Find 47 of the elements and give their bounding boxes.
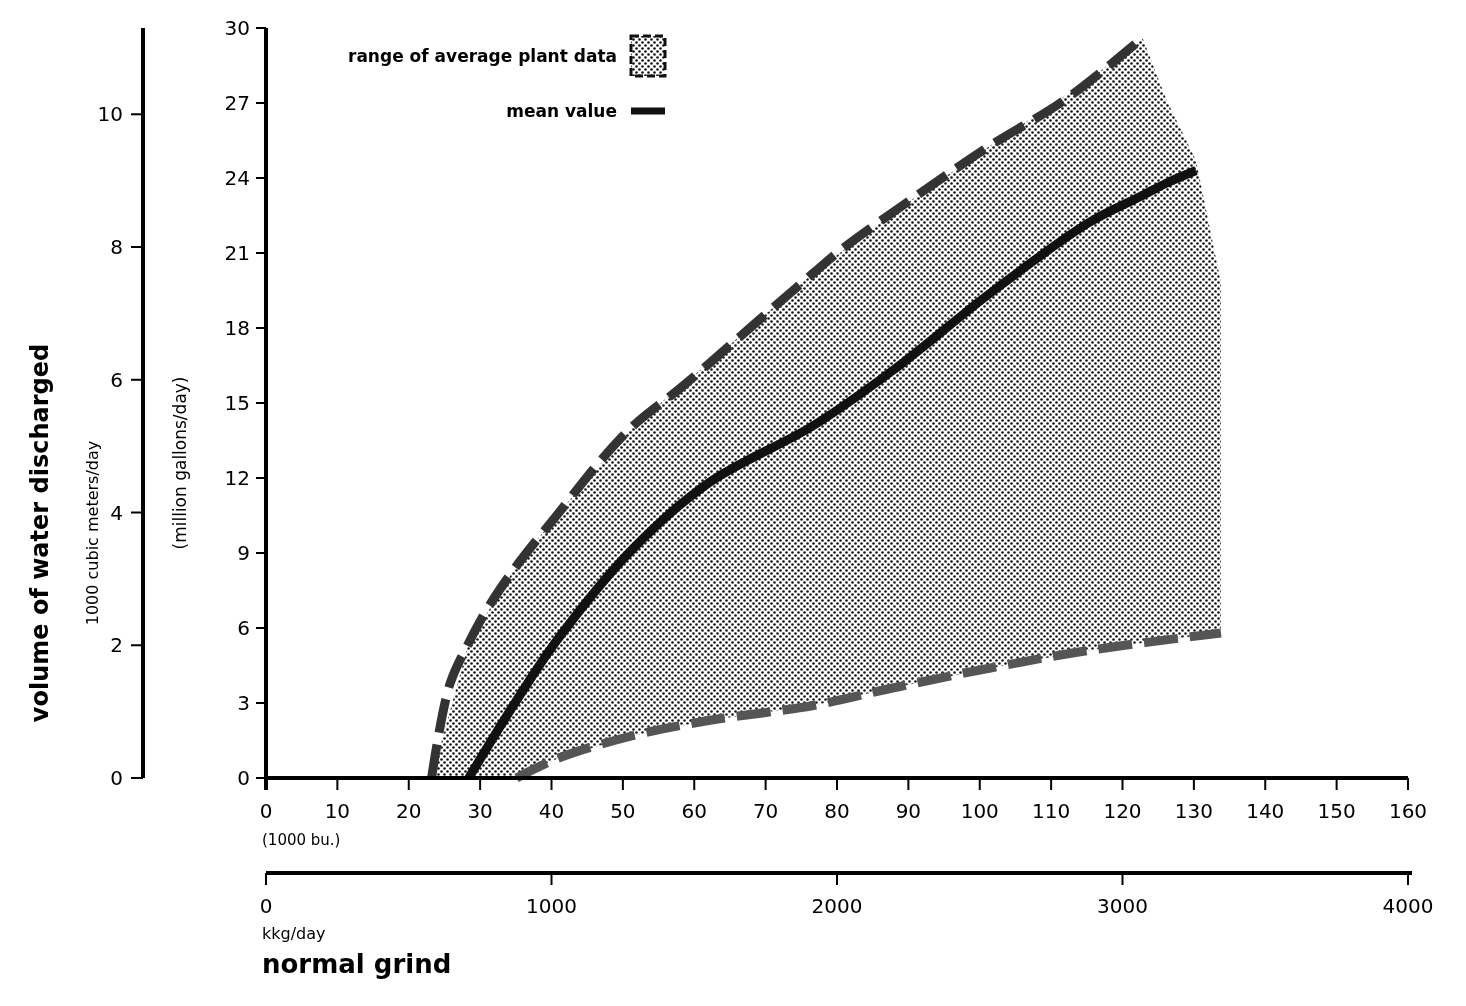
x-tick-label: 10 — [324, 799, 351, 823]
x-tick-label: 140 — [1246, 799, 1285, 823]
x-tick-label: 90 — [895, 799, 922, 823]
y-tick-label: 9 — [237, 541, 250, 565]
y-tick-label: 21 — [224, 241, 250, 265]
x-tick-label: 0 — [259, 799, 273, 823]
y2-tick-label: 0 — [110, 766, 123, 790]
y-tick-label: 12 — [224, 466, 250, 490]
x-tick-label: 110 — [1032, 799, 1071, 823]
y-tick-label: 27 — [224, 91, 250, 115]
y-tick-label: 0 — [237, 766, 250, 790]
y-tick-label: 15 — [224, 391, 250, 415]
x2-tick-label: 0 — [259, 894, 273, 918]
x2-tick-label: 4000 — [1382, 894, 1434, 918]
x-axis-title: (1000 bu.) — [262, 831, 341, 849]
y2-tick-label: 6 — [110, 367, 123, 392]
y2-tick-label: 2 — [110, 633, 123, 658]
y-axis-title: (million gallons/day) — [170, 376, 190, 550]
text: normal grind — [262, 949, 452, 979]
x-tick-label: 60 — [681, 799, 707, 823]
text: volume of water discharged — [26, 343, 54, 723]
y-tick-label: 30 — [224, 16, 250, 40]
x-tick-label: 120 — [1103, 799, 1142, 823]
y-tick-label: 24 — [224, 166, 250, 190]
x2-tick-label: 2000 — [811, 894, 863, 918]
x-tick-label: 70 — [752, 799, 779, 823]
y2-tick-label: 8 — [110, 235, 123, 260]
y-tick-label: 18 — [224, 316, 250, 340]
x-tick-label: 130 — [1174, 799, 1213, 823]
x2-tick-label: 3000 — [1097, 894, 1148, 918]
x-tick-label: 100 — [960, 799, 999, 823]
legend-label: mean value — [506, 101, 617, 121]
x-tick-label: 50 — [610, 799, 636, 823]
x2-tick-label: 1000 — [526, 894, 577, 918]
x-tick-label: 160 — [1388, 799, 1428, 823]
annotation: range of average plant data — [348, 46, 617, 66]
x-tick-label: 20 — [396, 799, 422, 823]
y2-tick-label: 4 — [110, 500, 123, 525]
y-tick-label: 6 — [237, 616, 250, 640]
x-tick-label: 30 — [467, 799, 493, 823]
y2-axis-title: 1000 cubic meters/day — [83, 440, 102, 626]
y2-tick-label: 10 — [97, 102, 123, 127]
y-tick-label: 3 — [237, 691, 250, 715]
x-tick-label: 80 — [824, 799, 850, 823]
x-tick-label: 40 — [538, 799, 565, 823]
x2-axis-title: kkg/day — [262, 924, 326, 943]
x-tick-label: 150 — [1317, 799, 1356, 823]
